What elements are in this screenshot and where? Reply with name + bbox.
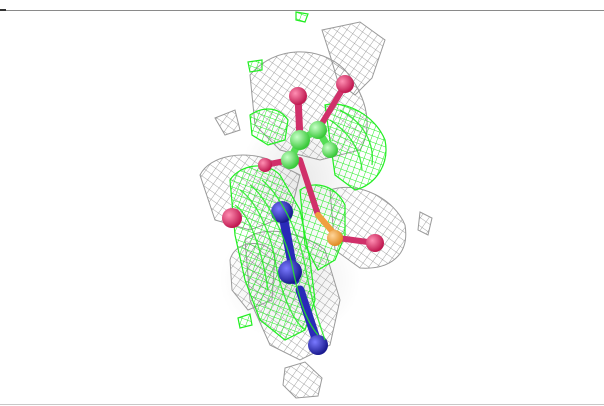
nitrogen-atom: [308, 335, 328, 355]
nitrogen-atom: [271, 201, 293, 223]
carbon-atom: [309, 121, 327, 139]
oxygen-atom: [366, 234, 384, 252]
viewport-top-border: [0, 10, 604, 11]
carbon-atom: [322, 142, 338, 158]
oxygen-atom: [289, 87, 307, 105]
nitrogen-atom: [278, 260, 302, 284]
carbon-atom: [281, 151, 299, 169]
green-density-mesh-front: [234, 109, 374, 341]
oxygen-atom: [222, 208, 242, 228]
phosphorus-atom: [327, 230, 343, 246]
green-density-mesh: [229, 11, 387, 341]
oxygen-atom: [258, 158, 272, 172]
molecule-atoms: [222, 75, 384, 355]
viewport-corner-tick: [0, 9, 6, 11]
carbon-atom: [290, 130, 310, 150]
viewport-bottom-border: [0, 404, 604, 405]
oxygen-atom: [336, 75, 354, 93]
